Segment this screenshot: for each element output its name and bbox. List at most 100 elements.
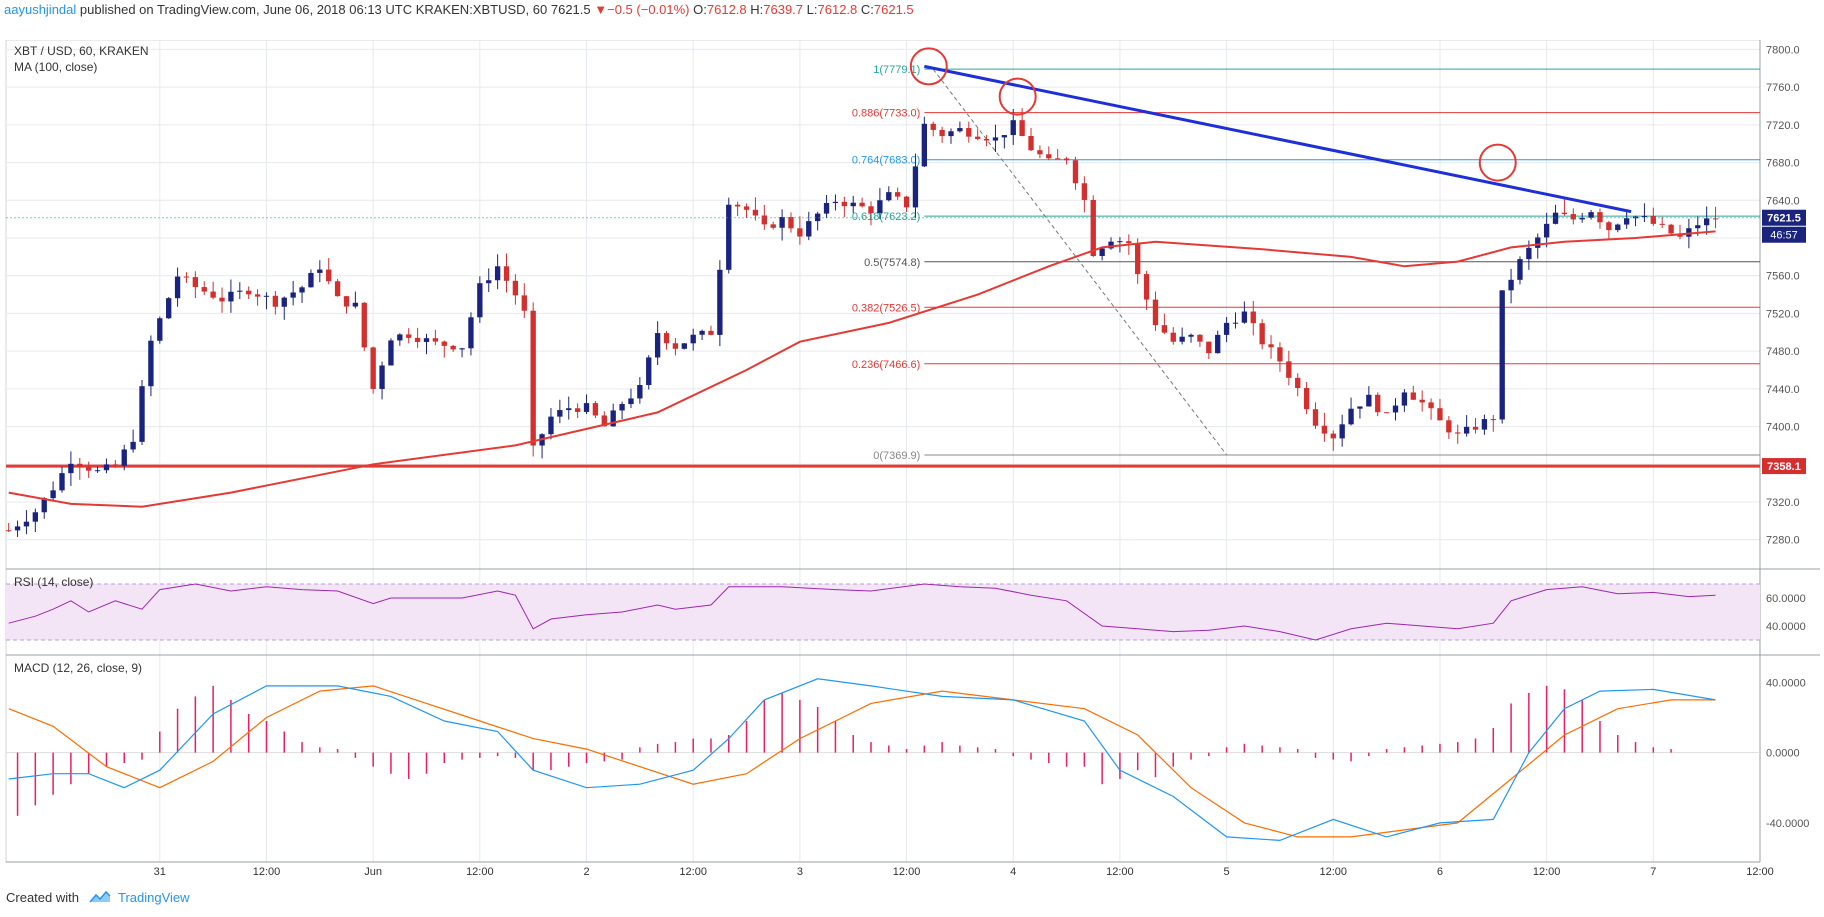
macd-axis-tick-label: 0.0000: [1766, 748, 1800, 760]
time-axis-tick-label: 12:00: [679, 866, 707, 878]
author-link[interactable]: aayushjindal: [4, 2, 77, 17]
candle-down: [1081, 183, 1088, 200]
time-axis-tick-label: 12:00: [1106, 866, 1134, 878]
candle-down: [1143, 274, 1150, 300]
candle-up: [619, 404, 625, 411]
candle-down: [503, 266, 510, 281]
candle-up: [1695, 225, 1701, 229]
candle-up: [557, 410, 563, 417]
candle-down: [841, 201, 847, 207]
candle-down: [201, 287, 207, 292]
candle-up: [1223, 322, 1230, 335]
touch-point-circle: [909, 47, 948, 86]
last-price-text: 7621.5: [550, 2, 591, 17]
footer: Created with TradingView: [6, 890, 190, 906]
candle-down: [966, 128, 972, 137]
candle-up: [646, 357, 652, 386]
time-axis-tick-label: 12:00: [253, 866, 281, 878]
candle-up: [726, 204, 732, 270]
fib-level-label: 0.5(7574.8): [864, 257, 920, 269]
candle-down: [1028, 135, 1034, 151]
time-axis-tick-label: Jun: [364, 866, 382, 878]
published-text: published on TradingView.com, June 06, 2…: [79, 2, 413, 17]
candle-up: [637, 385, 643, 399]
candle-down: [752, 209, 759, 216]
high-label: H:: [750, 2, 764, 17]
candle-up: [1517, 259, 1523, 280]
candle-up: [166, 298, 172, 319]
candle-down: [219, 297, 225, 302]
candle-down: [1152, 299, 1159, 326]
candle-up: [806, 221, 812, 237]
macd-axis-tick-label: 40.0000: [1766, 677, 1806, 689]
candle-up: [228, 291, 234, 302]
candle-down: [334, 281, 341, 297]
time-axis-tick-label: 31: [154, 866, 166, 878]
time-axis-tick-label: 12:00: [1746, 866, 1774, 878]
candle-down: [210, 291, 216, 298]
candle-down: [770, 224, 776, 228]
macd-label: MACD (12, 26, close, 9): [14, 661, 142, 675]
chart-canvas[interactable]: 7280.07320.07360.07400.07440.07480.07520…: [0, 40, 1824, 882]
touch-point-circle: [998, 77, 1037, 116]
time-axis-tick-label: 7: [1650, 866, 1656, 878]
candle-down: [663, 333, 670, 344]
candle-up: [1641, 215, 1648, 217]
time-axis-tick-label: 6: [1437, 866, 1443, 878]
candle-up: [121, 449, 127, 466]
fib-level-label: 0.886(7733.0): [852, 108, 921, 120]
price-axis-tick-label: 7480.0: [1766, 346, 1800, 358]
countdown-tag-label: 46:57: [1770, 230, 1798, 242]
candle-down: [77, 463, 83, 468]
candle-up: [68, 463, 74, 474]
candle-up: [1703, 218, 1710, 226]
candle-up: [379, 365, 385, 389]
candle-down: [370, 347, 376, 389]
candle-down: [414, 337, 421, 342]
candle-down: [521, 295, 527, 311]
candle-down: [1472, 426, 1479, 430]
chart-area[interactable]: 7280.07320.07360.07400.07440.07480.07520…: [0, 40, 1824, 882]
candle-up: [23, 521, 30, 527]
fib-level-label: 0.764(7683.0): [852, 155, 921, 167]
candle-up: [1526, 247, 1532, 260]
candle-up: [583, 403, 590, 412]
tradingview-brand-link[interactable]: TradingView: [118, 890, 190, 905]
fib-level-label: 1(7779.1): [873, 64, 920, 76]
candle-up: [263, 295, 270, 297]
candle-down: [1330, 433, 1336, 439]
support-price-tag: [1762, 458, 1806, 475]
candle-down: [441, 341, 447, 346]
candle-down: [1428, 402, 1434, 409]
time-axis-tick-label: 12:00: [1320, 866, 1348, 878]
candle-down: [743, 206, 750, 210]
candle-down: [788, 217, 794, 229]
candle-down: [895, 192, 901, 197]
candle-down: [1268, 344, 1274, 348]
candle-up: [94, 470, 101, 472]
candle-down: [192, 277, 199, 288]
candle-up: [699, 330, 705, 335]
candle-down: [1321, 425, 1328, 434]
candle-up: [886, 192, 892, 201]
candle-up: [59, 473, 65, 491]
time-axis-tick-label: 4: [1010, 866, 1016, 878]
candle-up: [459, 348, 465, 350]
candle-down: [1570, 214, 1576, 220]
candle-down: [246, 290, 252, 295]
candle-down: [1375, 394, 1381, 413]
candle-up: [921, 123, 928, 167]
candle-down: [761, 215, 767, 225]
candle-up: [1401, 392, 1408, 406]
candle-up: [1001, 135, 1008, 138]
candle-down: [868, 206, 874, 214]
candle-up: [352, 302, 359, 307]
candle-up: [1348, 408, 1354, 425]
candle-up: [566, 408, 572, 411]
touch-point-circle: [1478, 143, 1517, 182]
candle-down: [1250, 311, 1256, 324]
candle-down: [1312, 409, 1319, 426]
price-axis-tick-label: 7760.0: [1766, 82, 1800, 94]
candle-up: [779, 217, 785, 228]
candle-up: [1623, 218, 1630, 225]
